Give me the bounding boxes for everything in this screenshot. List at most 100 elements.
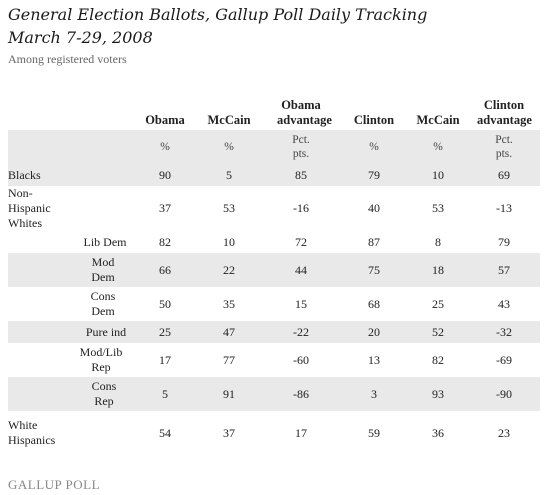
col-header: Clinton <box>353 113 395 127</box>
table-cell: -69 <box>496 352 512 367</box>
table-cell: 25 <box>432 296 444 311</box>
unit-label: % <box>408 130 468 164</box>
table-cell: -22 <box>262 321 340 343</box>
col-header: McCain <box>207 113 251 127</box>
table-cell: 50 <box>159 296 171 311</box>
units-row: %% Pct. pts.%% Pct. pts. <box>8 130 540 164</box>
table-cell: 72 <box>295 234 307 249</box>
table-cell: -86 <box>262 377 340 411</box>
table-cell: 17 <box>295 425 307 440</box>
table-cell: 13 <box>368 352 380 367</box>
col-header-text: Obama advantage <box>277 98 332 127</box>
table-cell: 3 <box>340 377 408 411</box>
table-cell: 53 <box>432 201 444 215</box>
table-row: Non-Hispanic Whites 37 53 -16 40 53 -13 <box>8 186 540 231</box>
row-label: Lib Dem <box>83 234 127 249</box>
unit-text: % <box>433 141 443 153</box>
table-row: Lib Dem 82 10 72 87 8 79 <box>8 231 540 253</box>
table-cell: 59 <box>368 425 380 440</box>
table-cell: 79 <box>340 164 408 186</box>
chart-title: General Election Ballots, Gallup Poll Da… <box>8 5 428 24</box>
table-cell: 43 <box>498 296 510 311</box>
row-label: Mod/Lib Rep <box>79 345 123 374</box>
table-cell: 90 <box>134 164 196 186</box>
table-row: Mod Dem 66 22 44 75 18 57 <box>8 253 540 287</box>
table-cell: 75 <box>340 253 408 287</box>
col-header: Clinton advantage <box>468 78 540 130</box>
table-cell: -13 <box>496 201 512 215</box>
col-header: McCain <box>416 113 460 127</box>
unit-text: % <box>369 141 379 153</box>
table-cell: 87 <box>368 234 380 249</box>
row-label: Cons Dem <box>90 289 116 318</box>
row-label: Non-Hispanic Whites <box>8 186 51 230</box>
table-cell: 68 <box>368 296 380 311</box>
table-cell: 54 <box>159 425 171 440</box>
units-corner <box>8 130 134 164</box>
table-cell: 10 <box>223 234 235 249</box>
table-cell: -32 <box>468 321 540 343</box>
unit-label: % <box>340 130 408 164</box>
row-label-cell: Non-Hispanic Whites <box>8 186 134 231</box>
row-label-cell: Lib Dem <box>8 231 134 253</box>
table-cell: 17 <box>159 352 171 367</box>
table-cell: -90 <box>468 377 540 411</box>
table-cell: 20 <box>340 321 408 343</box>
table-row: Mod/Lib Rep 17 77 -60 13 82 -69 <box>8 343 540 377</box>
unit-text: % <box>224 141 234 153</box>
row-label: Blacks <box>8 167 41 182</box>
table-cell: 82 <box>159 234 171 249</box>
table-cell: 35 <box>223 296 235 311</box>
row-label-cell: Blacks <box>8 164 134 186</box>
table-cell: 37 <box>223 425 235 440</box>
row-label: Pure ind <box>85 324 127 339</box>
row-label-cell: Mod Dem <box>8 253 134 287</box>
unit-label: Pct. pts. <box>468 130 540 164</box>
unit-label: % <box>196 130 262 164</box>
table-cell: 47 <box>196 321 262 343</box>
col-header: Obama <box>145 113 185 127</box>
table-cell: 53 <box>223 201 235 215</box>
table-cell: 36 <box>432 425 444 440</box>
table-cell: 37 <box>159 201 171 215</box>
unit-label: % <box>134 130 196 164</box>
table-cell: 23 <box>498 425 510 440</box>
table-cell: 57 <box>468 253 540 287</box>
table-row: Cons Dem 50 35 15 68 25 43 <box>8 287 540 321</box>
unit-text: Pct. pts. <box>495 134 513 160</box>
table-row: Blacks 90 5 85 79 10 69 <box>8 164 540 186</box>
row-label-cell: Pure ind <box>8 321 134 343</box>
table-cell: 18 <box>408 253 468 287</box>
col-header-text: Clinton advantage <box>477 98 532 127</box>
table-cell: 82 <box>432 352 444 367</box>
row-label-cell: Mod/Lib Rep <box>8 343 134 377</box>
table-cell: 5 <box>196 164 262 186</box>
table-cell: 44 <box>262 253 340 287</box>
table-row: Pure ind 25 47 -22 20 52 -32 <box>8 321 540 343</box>
unit-label: Pct. pts. <box>262 130 340 164</box>
row-label: White Hispanics <box>8 418 56 447</box>
chart-subtitle: Among registered voters <box>8 52 127 66</box>
chart-date-range: March 7-29, 2008 <box>8 28 153 47</box>
table-cell: 10 <box>408 164 468 186</box>
table-cell: -60 <box>293 352 309 367</box>
row-label: Cons Rep <box>91 379 117 408</box>
table-cell: 22 <box>196 253 262 287</box>
corner-cell <box>8 78 134 130</box>
table-cell: 5 <box>134 377 196 411</box>
col-header: Obama advantage <box>262 78 340 130</box>
table-cell: 79 <box>498 234 510 249</box>
table-cell: 40 <box>368 201 380 215</box>
results-table: Obama McCain Obama advantage Clinton McC… <box>8 78 540 455</box>
header-row: Obama McCain Obama advantage Clinton McC… <box>8 78 540 130</box>
unit-text: Pct. pts. <box>292 134 310 160</box>
row-label: Mod Dem <box>91 255 115 284</box>
table-cell: 8 <box>435 234 441 249</box>
table-cell: 69 <box>468 164 540 186</box>
unit-text: % <box>160 141 170 153</box>
gallup-logo: GALLUP POLL <box>8 477 101 492</box>
table-cell: 15 <box>295 296 307 311</box>
row-label-cell: Cons Rep <box>8 377 134 411</box>
table-cell: 93 <box>408 377 468 411</box>
table-row: Cons Rep 5 91 -86 3 93 -90 <box>8 377 540 411</box>
